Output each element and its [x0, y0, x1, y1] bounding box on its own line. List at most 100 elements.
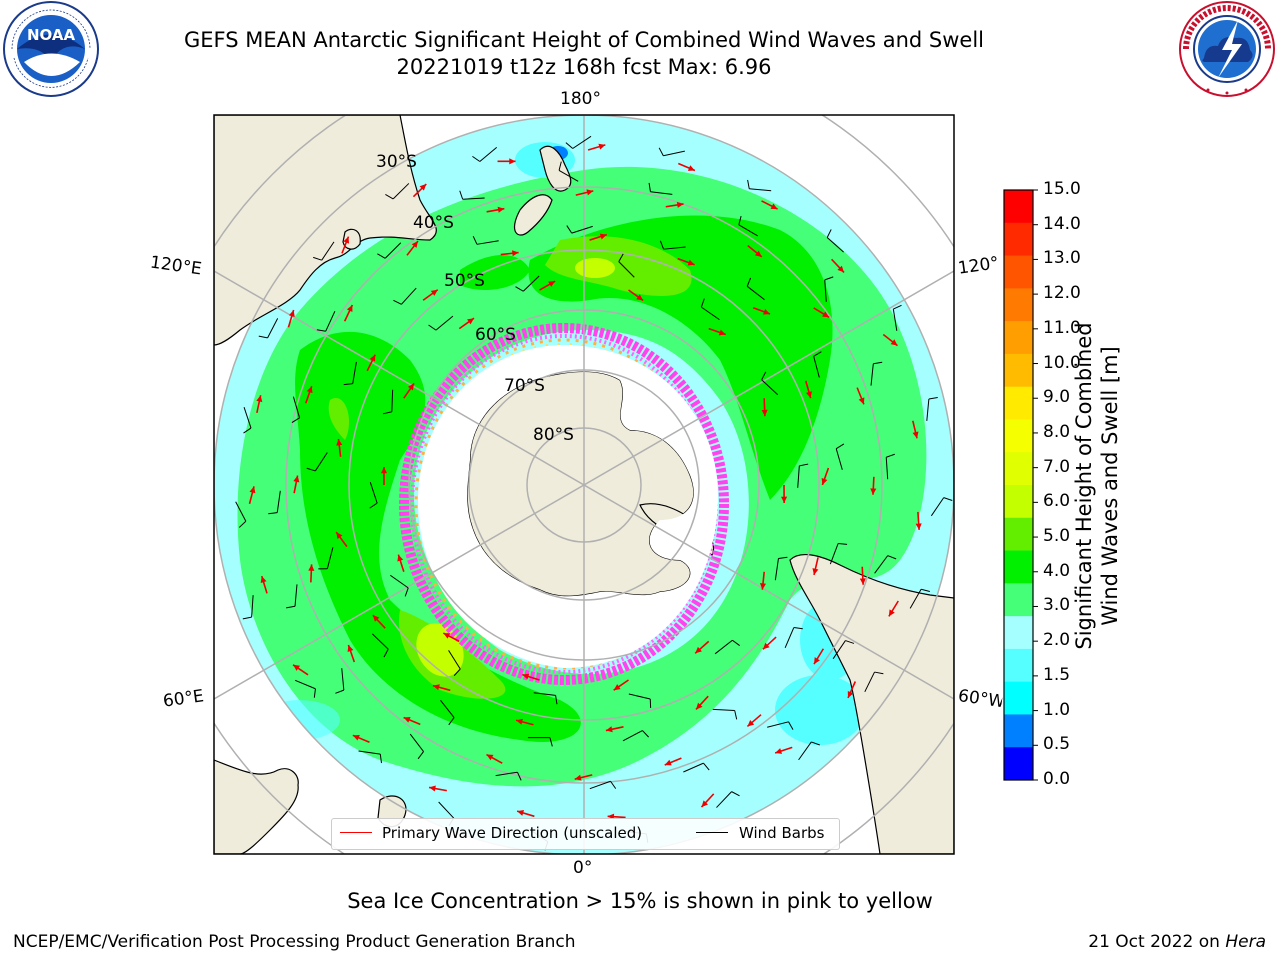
wind-barb-shaft: [835, 448, 843, 470]
wave-arrow-head: [380, 467, 388, 474]
colorbar-segment: [1004, 255, 1033, 289]
wind-barb-shaft: [826, 237, 844, 253]
wind-barb-feather: [404, 587, 409, 597]
wind-barb-feather: [243, 427, 252, 434]
wind-barb-shaft: [663, 246, 686, 250]
wind-barb-feather: [731, 791, 740, 797]
wind-barb-shaft: [435, 315, 454, 331]
wave-arrow-head: [397, 554, 404, 562]
lat-label-50s: 50°S: [444, 271, 485, 291]
wind-barb-feather: [286, 605, 296, 609]
africa-landmass: [214, 759, 299, 854]
wind-barb-feather: [369, 502, 378, 509]
wave-arrow-head: [306, 386, 313, 394]
wind-barb-feather: [558, 161, 562, 171]
wind-barb-shaft: [767, 721, 789, 728]
wind-barb-feather: [642, 730, 649, 738]
wave-arrow-head: [762, 642, 770, 650]
wind-barb-shaft: [326, 547, 334, 569]
wind-barb-feather: [746, 277, 752, 287]
wind-barb-shaft: [774, 558, 779, 581]
wave-arrow-head: [912, 431, 919, 439]
wind-barb-shaft: [870, 363, 874, 386]
wind-barb-shaft: [628, 693, 651, 700]
wave-arrow-head: [613, 684, 621, 691]
wind-barb-feather: [703, 762, 710, 771]
colorbar-segment: [1004, 452, 1033, 486]
wave-arrow-head: [586, 189, 594, 196]
wind-barb-feather: [618, 253, 624, 262]
wave-arrow-head: [512, 250, 519, 257]
wind-barb-shaft: [892, 309, 898, 331]
wind-barb-feather: [928, 396, 938, 400]
wind-barb-feather: [453, 668, 461, 676]
wind-barb-shaft: [829, 543, 839, 565]
wave-arrow-head: [548, 281, 556, 287]
wind-barb-feather: [738, 215, 742, 225]
lat-label-70s: 70°S: [504, 376, 545, 396]
colorbar-segment: [1004, 616, 1033, 650]
wave-arrow-head: [858, 397, 865, 405]
wind-barb-feather: [658, 147, 664, 157]
wind-barb-feather: [874, 671, 884, 675]
wind-barb-shaft: [589, 780, 611, 790]
wind-barb-shaft: [440, 699, 455, 718]
wind-barb-shaft: [294, 584, 298, 607]
wave-arrow-head: [343, 236, 350, 244]
wind-barb-shaft: [784, 627, 795, 648]
wave-arrow-head: [775, 748, 783, 754]
colorbar-segment: [1004, 583, 1033, 617]
wind-barb-shaft: [571, 225, 593, 234]
wind-barb-feather: [472, 155, 481, 162]
colorbar-tick-label: 12.0: [1043, 283, 1081, 304]
wind-barb-feather: [417, 751, 424, 760]
wind-barb-shaft: [495, 771, 518, 777]
wind-barb-shaft: [618, 261, 635, 278]
wind-barb-shaft: [813, 356, 820, 378]
colorbar-tick-label: 6.0: [1043, 491, 1071, 512]
wind-barb-feather: [778, 556, 788, 559]
wind-barb-feather: [788, 721, 794, 730]
wave-arrow-head: [859, 578, 866, 585]
lat-label-40s: 40°S: [413, 213, 454, 233]
wave-arrow-head: [336, 532, 343, 540]
lat-label-30s: 30°S: [376, 152, 417, 172]
wind-barb-feather: [313, 688, 316, 698]
wave-arrow-head: [372, 615, 380, 622]
wind-barb-shaft: [358, 750, 381, 755]
colorbar-tick-label: 2.0: [1043, 630, 1071, 651]
wave-arrow-head: [429, 785, 436, 792]
wind-barb-shaft: [798, 741, 812, 761]
national-weather-service-logo-icon: [1179, 1, 1275, 97]
wind-barb-shaft: [392, 183, 410, 200]
wind-barb-feather: [268, 512, 278, 515]
wind-barb-shaft: [409, 733, 424, 752]
wind-barb-feather: [824, 276, 834, 281]
wind-barb-shaft: [746, 285, 765, 301]
wave-arrow-head: [517, 810, 525, 816]
sea-ice-note: Sea Ice Concentration > 15% is shown in …: [347, 889, 933, 913]
wind-barb-feather: [291, 417, 300, 423]
wave-arrow-head: [407, 383, 415, 391]
wind-barb-feather: [258, 335, 268, 339]
wind-barb-shaft: [909, 589, 922, 609]
wind-barb-shaft: [832, 640, 846, 660]
wave-arrow-head: [821, 477, 828, 485]
wave-arrow-head: [403, 717, 411, 723]
wind-barb-feather: [845, 640, 855, 644]
wave-band-4m: [295, 331, 581, 742]
colorbar-tick-label: 13.0: [1043, 248, 1081, 269]
wind-barb-feather: [516, 771, 522, 781]
wave-arrow-head: [781, 496, 788, 503]
wave-arrow-head: [522, 673, 530, 680]
wave-arrow-head: [915, 523, 922, 530]
colorbar-segment: [1004, 550, 1033, 584]
wind-barb-shaft: [874, 555, 889, 574]
wind-barb-shaft: [369, 482, 378, 504]
wind-barb-feather: [732, 639, 740, 646]
wave-arrow-head: [701, 800, 709, 808]
wave-arrow-head: [256, 395, 263, 403]
wave-arrow-head: [696, 702, 703, 710]
wind-barb-feather: [734, 710, 738, 720]
wind-barb-shaft: [314, 452, 328, 472]
